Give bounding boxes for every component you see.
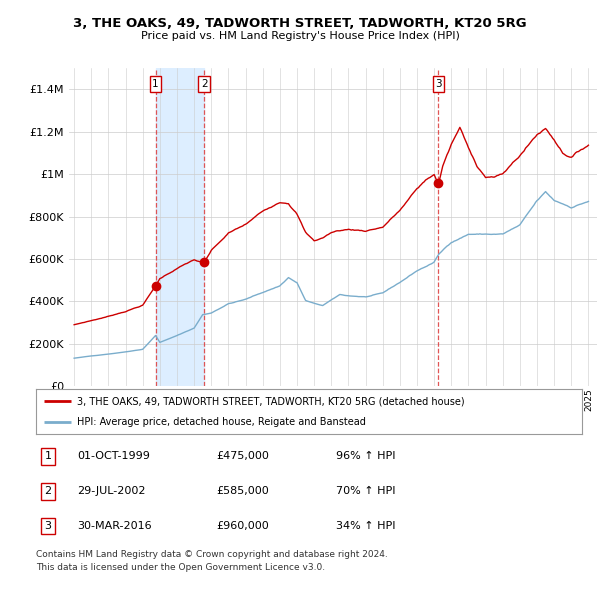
Text: £475,000: £475,000 — [216, 451, 269, 461]
Text: 2: 2 — [201, 79, 208, 89]
Text: Contains HM Land Registry data © Crown copyright and database right 2024.: Contains HM Land Registry data © Crown c… — [36, 550, 388, 559]
Text: Price paid vs. HM Land Registry's House Price Index (HPI): Price paid vs. HM Land Registry's House … — [140, 31, 460, 41]
Text: 3, THE OAKS, 49, TADWORTH STREET, TADWORTH, KT20 5RG (detached house): 3, THE OAKS, 49, TADWORTH STREET, TADWOR… — [77, 396, 464, 407]
Text: 01-OCT-1999: 01-OCT-1999 — [77, 451, 150, 461]
Text: 1: 1 — [44, 451, 52, 461]
Text: £585,000: £585,000 — [216, 486, 269, 496]
Text: This data is licensed under the Open Government Licence v3.0.: This data is licensed under the Open Gov… — [36, 563, 325, 572]
Text: 1: 1 — [152, 79, 159, 89]
Text: 70% ↑ HPI: 70% ↑ HPI — [337, 486, 396, 496]
Text: 2: 2 — [44, 486, 52, 496]
Text: 96% ↑ HPI: 96% ↑ HPI — [337, 451, 396, 461]
Text: 3, THE OAKS, 49, TADWORTH STREET, TADWORTH, KT20 5RG: 3, THE OAKS, 49, TADWORTH STREET, TADWOR… — [73, 17, 527, 30]
Text: 34% ↑ HPI: 34% ↑ HPI — [337, 521, 396, 531]
Bar — [155, 68, 204, 386]
Text: 30-MAR-2016: 30-MAR-2016 — [77, 521, 152, 531]
Text: 3: 3 — [44, 521, 52, 531]
Text: HPI: Average price, detached house, Reigate and Banstead: HPI: Average price, detached house, Reig… — [77, 417, 366, 427]
Text: 3: 3 — [435, 79, 442, 89]
Text: 29-JUL-2002: 29-JUL-2002 — [77, 486, 145, 496]
Text: £960,000: £960,000 — [216, 521, 269, 531]
